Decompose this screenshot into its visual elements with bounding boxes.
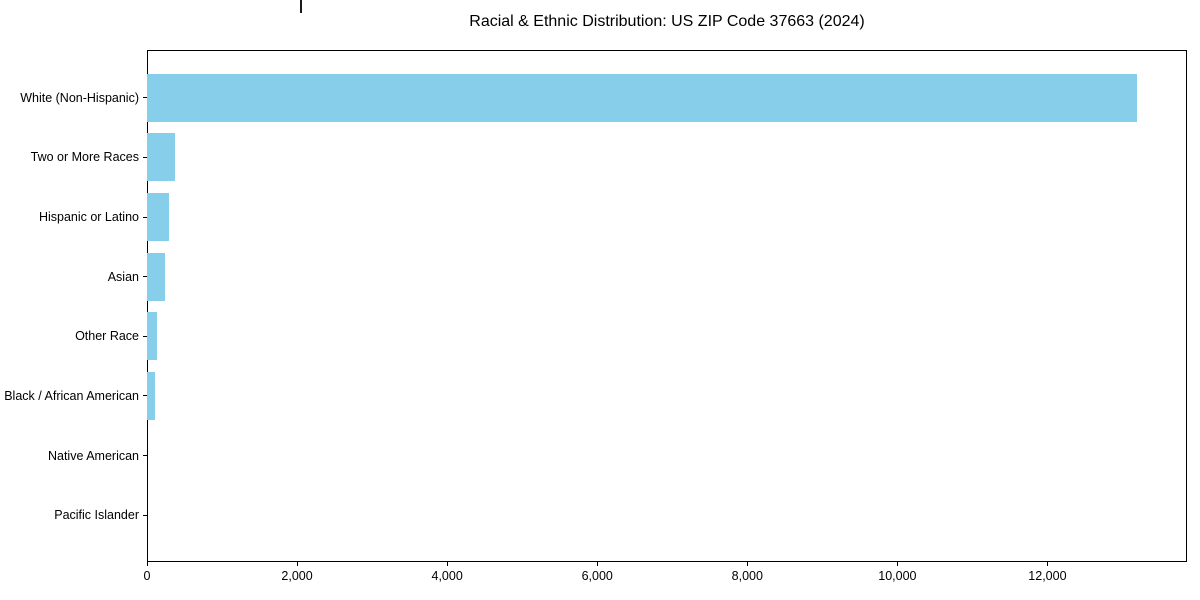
x-tick-label: 2,000 — [281, 569, 313, 583]
bar-rows: White (Non-Hispanic) Two or More Races His… — [0, 50, 1200, 562]
bar-track — [147, 307, 1187, 367]
bar-two-or-more-races — [147, 133, 176, 182]
x-tick-mark — [446, 562, 448, 566]
y-tick-label: White (Non-Hispanic) — [20, 90, 139, 105]
y-tick-mark — [143, 514, 147, 516]
y-tick-mark — [143, 156, 147, 158]
y-tick-label: Two or More Races — [30, 150, 139, 165]
x-tick-label: 10,000 — [878, 569, 917, 583]
bar-row: White (Non-Hispanic) — [0, 68, 1200, 128]
bar-row: Native American — [0, 426, 1200, 486]
bar-black-african-american — [147, 371, 155, 420]
y-tick-label: Hispanic or Latino — [38, 210, 139, 225]
bar-track — [147, 485, 1187, 545]
x-tick-label: 12,000 — [1028, 569, 1067, 583]
x-tick-mark — [746, 562, 748, 566]
y-tick-label: Other Race — [75, 329, 139, 344]
y-tick-label: Native American — [47, 448, 139, 463]
x-tick-label: 8,000 — [731, 569, 763, 583]
y-tick-label: Black / African American — [4, 388, 139, 403]
x-tick-label: 4,000 — [431, 569, 463, 583]
x-tick-mark — [146, 562, 148, 566]
bar-white-non-hispanic — [147, 73, 1138, 122]
y-tick-mark — [143, 276, 147, 278]
bar-asian — [147, 252, 165, 301]
bar-row: Asian — [0, 247, 1200, 307]
x-tick-mark — [896, 562, 898, 566]
chart-title: Racial & Ethnic Distribution: US ZIP Cod… — [469, 13, 865, 30]
bar-track — [147, 128, 1187, 188]
bar-row: Two or More Races — [0, 128, 1200, 188]
bar-row: Pacific Islander — [0, 485, 1200, 545]
y-tick-label: Asian — [107, 269, 139, 284]
bar-row: Other Race — [0, 307, 1200, 367]
y-tick-label: Pacific Islander — [54, 508, 139, 523]
x-tick-mark — [296, 562, 298, 566]
x-tick-label: 6,000 — [581, 569, 613, 583]
bar-other-race — [147, 312, 157, 361]
y-tick-mark — [143, 455, 147, 457]
y-tick-mark — [143, 97, 147, 99]
y-tick-mark — [143, 335, 147, 337]
bar-row: Hispanic or Latino — [0, 187, 1200, 247]
x-tick-label: 0 — [143, 569, 151, 583]
bar-hispanic-or-latino — [147, 193, 169, 242]
bar-track — [147, 247, 1187, 307]
x-axis: 0 2,000 4,000 6,000 8,000 10,000 12,000 — [143, 562, 1187, 592]
stray-caret-mark — [300, 0, 302, 13]
x-tick-mark — [596, 562, 598, 566]
bar-track — [147, 426, 1187, 486]
bar-row: Black / African American — [0, 366, 1200, 426]
bar-track — [147, 366, 1187, 426]
x-tick-mark — [1046, 562, 1048, 566]
y-tick-mark — [143, 216, 147, 218]
plot-area — [147, 50, 1187, 562]
bar-track — [147, 187, 1187, 247]
y-tick-mark — [143, 395, 147, 397]
bar-track — [147, 68, 1187, 128]
